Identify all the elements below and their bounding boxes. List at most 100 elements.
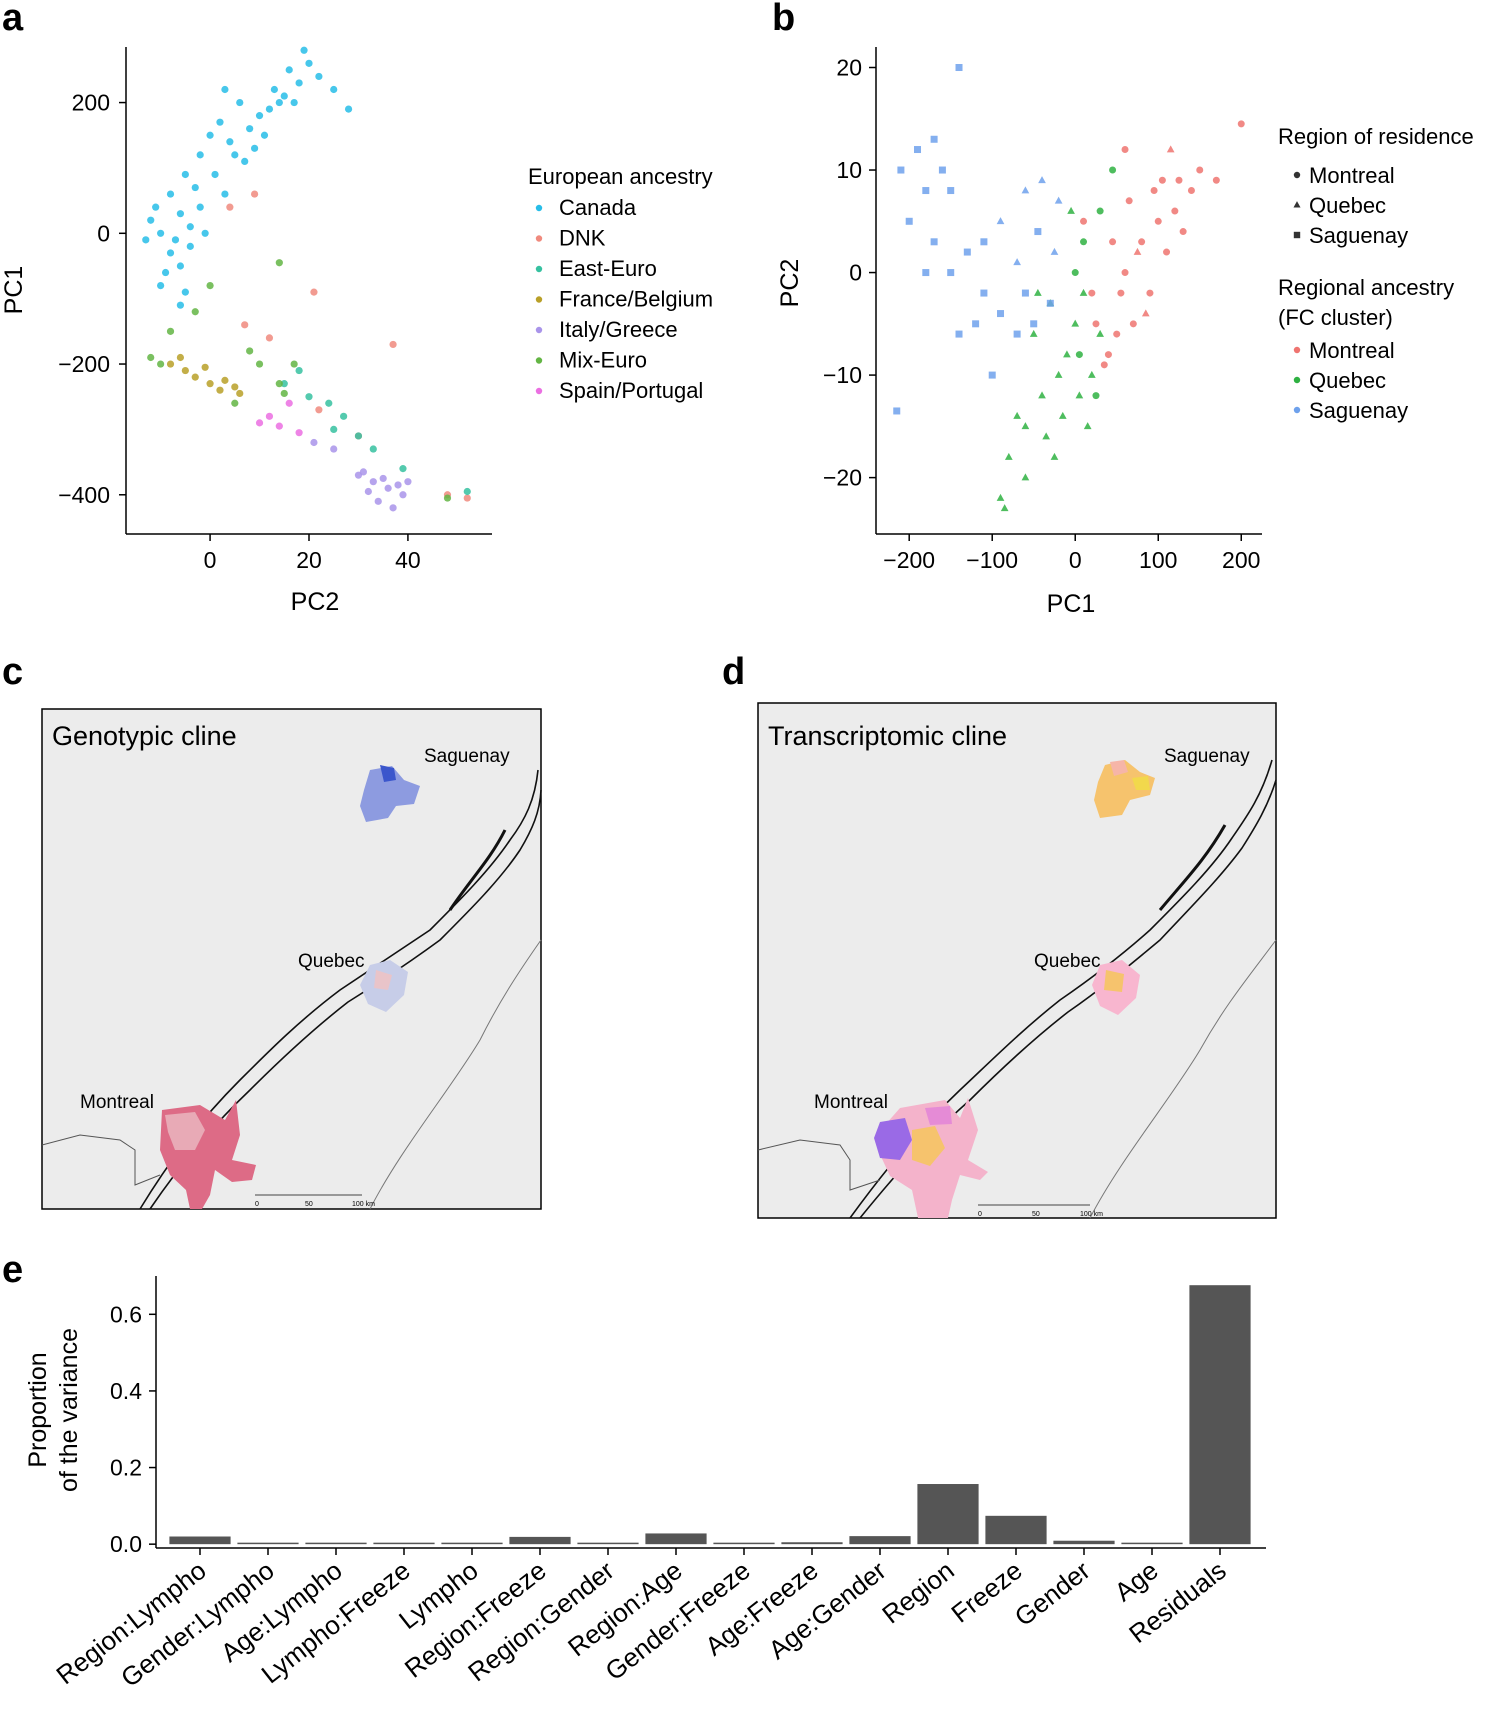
panel-a-point-dnk: [463, 494, 471, 502]
panel-a-point-canada: [206, 131, 214, 139]
panel-a-y-ticks: 200 0 −200 −400: [58, 90, 126, 508]
panel-b-point-quebec: [1050, 452, 1059, 460]
panel-e-y-title-2: of the variance: [55, 1328, 83, 1492]
panel-b-points: [893, 64, 1245, 512]
panel-b-point-saguenay: [930, 135, 938, 143]
panel-a-point-spain-portugal: [285, 399, 293, 407]
panel-a-point-east-euro: [325, 399, 333, 407]
panel-a-point-canada: [196, 203, 204, 211]
map-c-label-saguenay: Saguenay: [424, 746, 510, 767]
panel-e-bar-region-freeze: [509, 1536, 571, 1545]
panel-b-point-saguenay: [996, 217, 1005, 225]
panel-b-point-quebec: [1067, 206, 1075, 214]
panel-b-point-montreal: [1080, 217, 1088, 225]
panel-b-point-montreal: [1100, 361, 1108, 369]
panel-a-point-france-belgium: [191, 373, 199, 381]
map-c-frame: [41, 708, 542, 1210]
panel-b-shape-label-montreal: Montreal: [1309, 163, 1395, 188]
panel-b-point-quebec: [1029, 329, 1038, 337]
panel-e-y-ticks: 0.0 0.2 0.4 0.6: [110, 1301, 156, 1557]
panel-c: c Genotypic cline Saguenay Quebec Montre…: [2, 651, 542, 1210]
panel-e-y-tick-label: 0.2: [110, 1455, 142, 1481]
panel-b-point-saguenay: [1013, 258, 1021, 266]
panel-e-bar-residuals: [1189, 1285, 1251, 1545]
panel-b-x-title: PC1: [1047, 590, 1096, 618]
panel-a-point-france-belgium: [216, 386, 224, 394]
panel-b-point-saguenay: [963, 248, 971, 256]
panel-e-bar-age-lympho: [305, 1542, 367, 1545]
map-d-saguenay-region: [1094, 760, 1155, 818]
panel-b-point-quebec: [1013, 411, 1021, 419]
panel-a-x-tick-label: 20: [296, 547, 322, 573]
panel-b-y-tick-label: 10: [836, 157, 862, 183]
panel-a-point-france-belgium: [181, 366, 189, 375]
panel-a-point-canada: [166, 190, 175, 198]
panel-e-bar-age: [1121, 1542, 1183, 1545]
panel-b-point-montreal: [1129, 320, 1137, 328]
panel-b-point-saguenay: [955, 330, 963, 338]
panel-a-x-ticks: 0 20 40: [204, 534, 421, 573]
panel-b-point-quebec: [1021, 422, 1030, 430]
map-d-montreal-core: [874, 1118, 912, 1160]
panel-a-point-italy-greece: [389, 504, 397, 512]
panel-e-y-tick-label: 0.6: [110, 1301, 142, 1327]
panel-a-legend-key-france-belgium: [535, 296, 543, 303]
panel-a-x-tick-label: 40: [395, 547, 421, 573]
panel-a-point-canada: [157, 229, 165, 237]
panel-b-point-saguenay: [947, 269, 955, 277]
panel-b-point-saguenay: [1030, 320, 1038, 328]
panel-b-x-tick-label: 0: [1069, 547, 1082, 573]
panel-b-point-saguenay: [938, 166, 946, 174]
map-d-quebec-region: [1092, 960, 1140, 1015]
map-c-scalebar: 0 50 100 km: [255, 1194, 375, 1208]
panel-a-point-mix-euro: [246, 347, 254, 355]
map-d-montreal-region: [874, 1098, 988, 1218]
map-c-montreal-region: [160, 1100, 256, 1209]
panel-b-point-montreal: [1133, 247, 1142, 255]
panel-b-point-saguenay: [930, 238, 938, 246]
panel-a-point-canada: [142, 236, 150, 244]
panel-b-color-legend-title-1: Regional ancestry: [1278, 275, 1454, 300]
map-d-scalebar: 0 50 100 km: [978, 1204, 1103, 1218]
panel-a-point-italy-greece: [404, 478, 412, 486]
map-d-montreal-spot: [912, 1126, 945, 1166]
panel-b-point-quebec: [1004, 452, 1013, 460]
panel-a-point-canada: [186, 242, 194, 250]
panel-b-point-quebec: [1054, 370, 1063, 378]
panel-a-point-canada: [201, 229, 209, 237]
panel-a-point-italy-greece: [310, 438, 318, 447]
panel-a-point-spain-portugal: [275, 422, 283, 430]
panel-b-x-tick-label: −100: [966, 547, 1018, 573]
panel-b-point-montreal: [1088, 289, 1096, 297]
panel-b-point-quebec: [1075, 351, 1083, 359]
map-d-label-montreal: Montreal: [814, 1092, 888, 1113]
panel-a-point-france-belgium: [176, 353, 185, 362]
panel-b-point-quebec: [1000, 504, 1009, 512]
panel-a-point-canada: [221, 85, 229, 94]
map-d-saguenay-core: [1110, 760, 1128, 776]
panel-e-bar-age-freeze: [781, 1542, 843, 1545]
panel-e-y-title-1: Proportion: [24, 1352, 52, 1467]
panel-d: d Transcriptomic cline Saguenay Quebec M…: [722, 651, 1277, 1219]
panel-b-point-saguenay: [893, 407, 901, 415]
panel-b-point-montreal: [1196, 166, 1204, 174]
panel-b-y-tick-label: 20: [836, 55, 862, 81]
panel-b-point-montreal: [1121, 269, 1129, 277]
panel-a-point-dnk: [226, 203, 234, 211]
panel-b-y-ticks: 20 10 0 −10 −20: [823, 55, 876, 491]
panel-b-point-montreal: [1113, 330, 1121, 338]
panel-b-point-saguenay: [897, 166, 905, 174]
map-d-scalebar-0: 0: [978, 1211, 982, 1218]
panel-a-point-italy-greece: [359, 468, 368, 476]
panel-b-point-montreal: [1125, 197, 1133, 205]
map-c-label-quebec: Quebec: [298, 951, 365, 972]
panel-b-point-quebec: [1063, 350, 1071, 358]
map-d-quebec-core: [1104, 970, 1124, 992]
panel-a-legend-label-spain-portugal: Spain/Portugal: [559, 378, 703, 403]
panel-b-point-saguenay: [1013, 330, 1021, 338]
panel-a-x-title: PC2: [291, 588, 340, 616]
panel-a-y-tick-label: −400: [58, 482, 110, 508]
panel-a-point-east-euro: [280, 380, 288, 388]
panel-e-bar-gender: [1053, 1540, 1115, 1545]
